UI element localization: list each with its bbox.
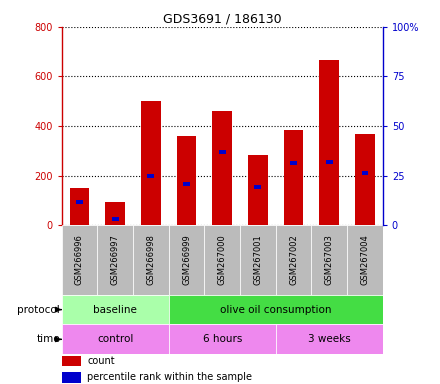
Bar [133,225,169,295]
Bar [347,225,383,295]
Bar [97,225,133,295]
Bar [312,225,347,295]
Text: GSM267004: GSM267004 [360,235,370,285]
Text: 6 hours: 6 hours [202,334,242,344]
Bar [112,217,118,221]
Text: GSM267000: GSM267000 [218,235,227,285]
Title: GDS3691 / 186130: GDS3691 / 186130 [163,13,282,26]
Text: 3 weeks: 3 weeks [308,334,351,344]
Text: time: time [36,334,60,344]
Bar [213,111,232,225]
Bar [76,200,83,204]
Bar [62,324,169,354]
Bar [240,225,276,295]
Text: GSM267002: GSM267002 [289,235,298,285]
Text: control: control [97,334,133,344]
Bar [169,225,204,295]
Text: protocol: protocol [17,305,60,314]
Bar [276,324,383,354]
Bar [276,225,312,295]
Text: GSM266996: GSM266996 [75,235,84,285]
Text: GSM267003: GSM267003 [325,235,334,285]
Bar [62,225,97,295]
Bar [62,356,81,366]
Text: olive oil consumption: olive oil consumption [220,305,331,314]
Bar [105,202,125,225]
Bar [219,150,226,154]
Text: GSM266999: GSM266999 [182,235,191,285]
Bar [147,174,154,177]
Bar [183,182,190,186]
Text: count: count [87,356,115,366]
Bar [141,101,161,225]
Bar [204,225,240,295]
Bar [362,171,368,175]
Bar [284,130,304,225]
Text: GSM266998: GSM266998 [147,235,155,285]
Bar [248,155,268,225]
Text: percentile rank within the sample: percentile rank within the sample [87,372,252,382]
Bar [177,136,196,225]
Bar [62,372,81,382]
Text: GSM266997: GSM266997 [110,235,120,285]
Bar [62,295,169,324]
Bar [169,324,276,354]
Bar [169,295,383,324]
Bar [70,188,89,225]
Bar [319,60,339,225]
Bar [254,185,261,189]
Bar [355,134,375,225]
Text: baseline: baseline [93,305,137,314]
Bar [290,161,297,165]
Text: GSM267001: GSM267001 [253,235,262,285]
Bar [326,160,333,164]
